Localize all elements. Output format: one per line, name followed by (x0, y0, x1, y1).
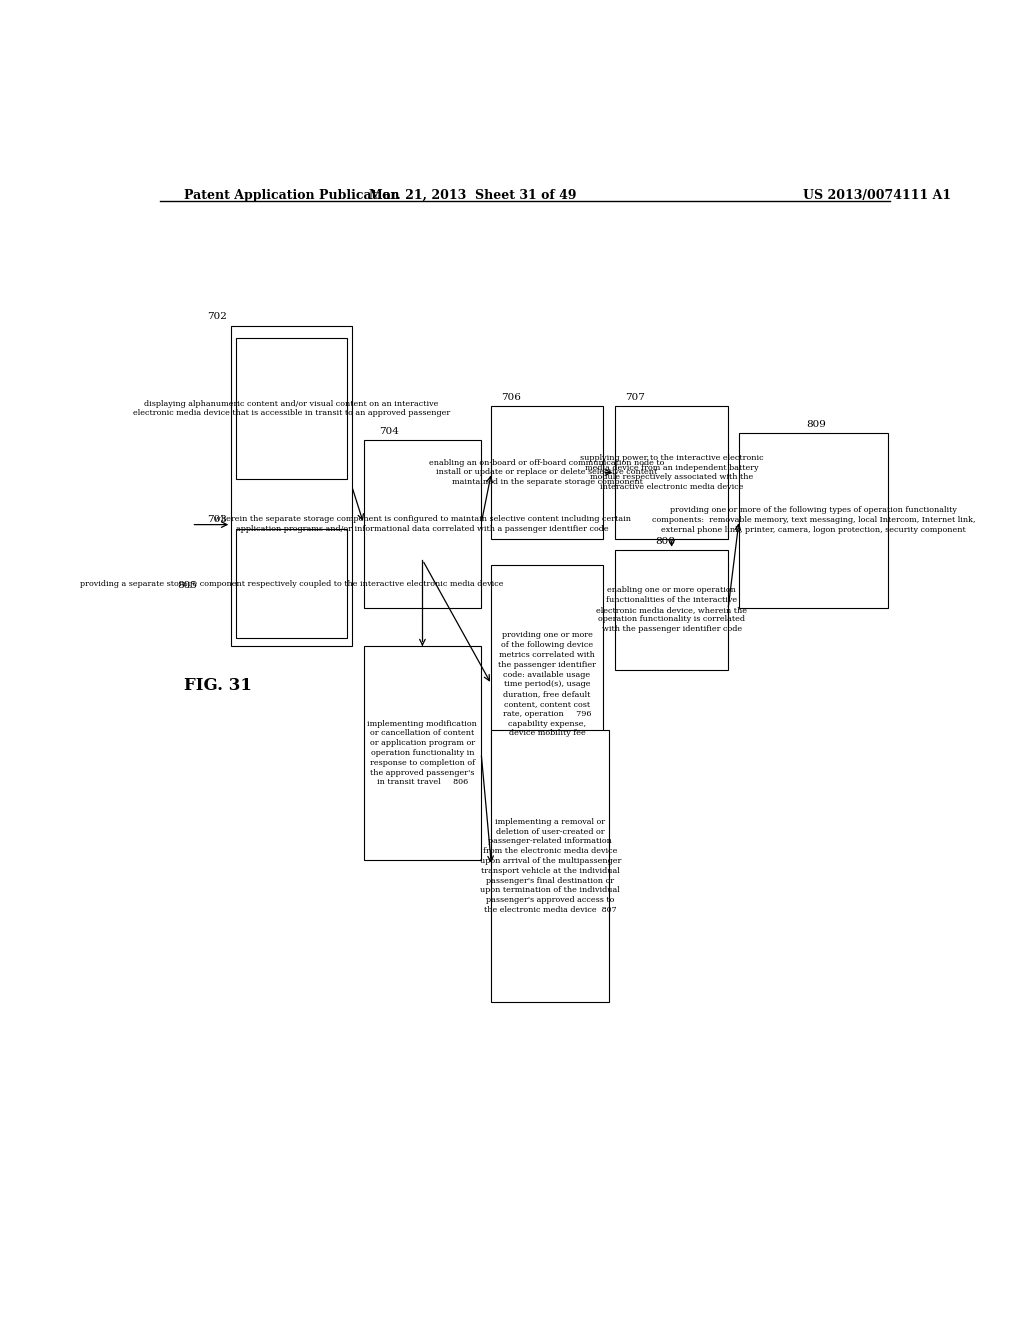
Text: 707: 707 (625, 393, 645, 403)
Text: providing one or more
of the following device
metrics correlated with
the passen: providing one or more of the following d… (498, 631, 596, 738)
Bar (236, 529, 347, 638)
Text: implementing a removal or
deletion of user-created or
passenger-related informat: implementing a removal or deletion of us… (479, 817, 621, 913)
Bar (492, 730, 609, 1002)
Text: FIG. 31: FIG. 31 (183, 677, 252, 694)
Text: wherein the separate storage component is configured to maintain selective conte: wherein the separate storage component i… (214, 515, 631, 533)
Bar (231, 326, 352, 647)
Bar (236, 338, 347, 479)
Text: 703: 703 (207, 515, 227, 524)
Text: Patent Application Publication: Patent Application Publication (183, 189, 399, 202)
Text: 808: 808 (655, 537, 675, 545)
Bar (615, 407, 728, 539)
Text: enabling one or more operation
functionalities of the interactive
electronic med: enabling one or more operation functiona… (596, 586, 748, 634)
Text: 704: 704 (380, 426, 399, 436)
Bar (615, 549, 728, 669)
Text: displaying alphanumeric content and/or visual content on an interactive
electron: displaying alphanumeric content and/or v… (133, 400, 451, 417)
Text: 809: 809 (807, 420, 826, 429)
Text: implementing modification
or cancellation of content
or application program or
o: implementing modification or cancellatio… (368, 719, 477, 787)
Bar (364, 647, 481, 859)
Bar (492, 407, 602, 539)
Text: enabling an on-board or off-board communication node to
install or update or rep: enabling an on-board or off-board commun… (429, 458, 665, 486)
Text: 706: 706 (501, 393, 521, 403)
Bar (492, 565, 602, 804)
Bar (739, 433, 888, 607)
Text: supplying power to the interactive electronic
media device from an independent b: supplying power to the interactive elect… (580, 454, 764, 491)
Text: Mar. 21, 2013  Sheet 31 of 49: Mar. 21, 2013 Sheet 31 of 49 (370, 189, 577, 202)
Text: US 2013/0074111 A1: US 2013/0074111 A1 (803, 189, 950, 202)
Bar (364, 440, 481, 607)
Text: 805: 805 (177, 581, 198, 590)
Text: 702: 702 (207, 312, 227, 321)
Text: providing a separate storage component respectively coupled to the interactive e: providing a separate storage component r… (80, 579, 503, 587)
Text: providing one or more of the following types of operation functionality
componen: providing one or more of the following t… (652, 507, 976, 535)
